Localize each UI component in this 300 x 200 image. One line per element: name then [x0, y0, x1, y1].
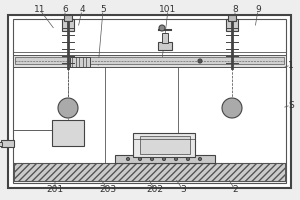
Bar — [0, 142, 2, 146]
Bar — [14, 163, 285, 181]
Bar — [52, 120, 84, 146]
Circle shape — [58, 98, 78, 118]
Circle shape — [222, 98, 242, 118]
Bar — [133, 133, 195, 157]
Bar — [15, 57, 284, 64]
Text: 201: 201 — [46, 186, 64, 194]
Bar — [115, 155, 215, 163]
Bar — [13, 55, 286, 67]
Text: 2: 2 — [232, 186, 238, 194]
Bar — [13, 19, 286, 183]
Text: 202: 202 — [146, 186, 164, 194]
Bar — [64, 15, 72, 21]
Text: 6: 6 — [62, 5, 68, 15]
Bar — [226, 19, 238, 31]
Text: S: S — [288, 100, 294, 110]
Text: 8: 8 — [232, 5, 238, 15]
Circle shape — [139, 158, 142, 160]
Circle shape — [127, 158, 130, 160]
Circle shape — [199, 158, 202, 160]
Text: 5: 5 — [100, 5, 106, 15]
Text: 3: 3 — [180, 186, 186, 194]
Bar — [140, 136, 190, 154]
Text: 11: 11 — [34, 5, 46, 15]
Circle shape — [198, 59, 202, 63]
Circle shape — [159, 25, 165, 31]
Text: 1: 1 — [288, 60, 294, 70]
Bar — [162, 33, 168, 43]
Circle shape — [187, 158, 190, 160]
Circle shape — [163, 158, 166, 160]
Bar — [70, 57, 90, 67]
Text: 101: 101 — [159, 5, 177, 15]
Text: 4: 4 — [79, 5, 85, 15]
Bar — [8, 15, 291, 188]
Circle shape — [151, 158, 154, 160]
Text: 203: 203 — [99, 186, 117, 194]
Text: 9: 9 — [255, 5, 261, 15]
Bar — [158, 42, 172, 50]
Bar — [1, 140, 14, 147]
Bar — [228, 15, 236, 21]
Circle shape — [175, 158, 178, 160]
Bar — [62, 19, 74, 31]
